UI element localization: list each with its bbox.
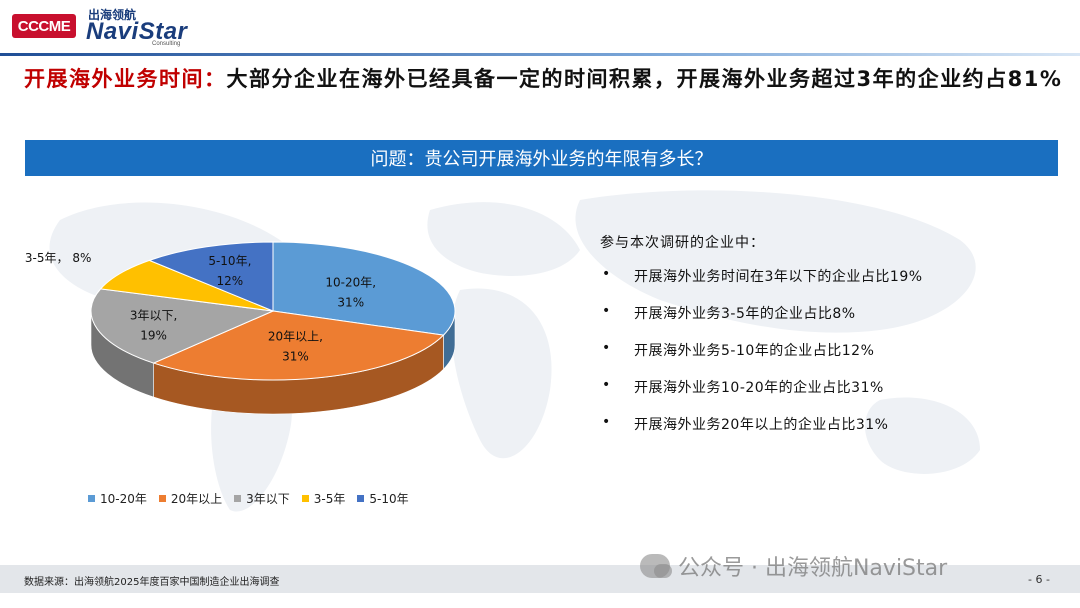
pie-label-3-5: 3-5年， 8%	[25, 251, 91, 265]
legend-item-under-3: 3年以下	[234, 490, 290, 507]
page-number: - 6 -	[1028, 573, 1050, 586]
cccme-logo: CCCME	[12, 14, 76, 38]
summary-item: 开展海外业务20年以上的企业占比31%	[600, 414, 1060, 434]
legend-item-10-20: 10-20年	[88, 490, 147, 507]
brand-name-en: NaviStar	[86, 18, 188, 45]
summary-list: 开展海外业务时间在3年以下的企业占比19% 开展海外业务3-5年的企业占比8% …	[600, 266, 1060, 434]
pie-slice-3-5	[99, 259, 274, 312]
question-banner: 问题：贵公司开展海外业务的年限有多长？	[25, 140, 1058, 176]
legend-swatch-3-5	[301, 495, 309, 502]
pie-label-10-20: 10-20年, 31%	[325, 276, 376, 310]
slide-headline: 开展海外业务时间：大部分企业在海外已经具备一定的时间积累，开展海外业务超过3年的…	[24, 64, 1064, 95]
brand-subtitle: Consulting	[152, 41, 181, 47]
summary-item: 开展海外业务3-5年的企业占比8%	[600, 303, 1060, 323]
wechat-icon	[640, 554, 672, 578]
header-divider	[0, 53, 1080, 56]
wechat-watermark: 公众号 · 出海领航NaviStar	[640, 550, 947, 582]
legend-item-3-5: 3-5年	[301, 490, 346, 507]
summary-item: 开展海外业务10-20年的企业占比31%	[600, 377, 1060, 397]
summary-item: 开展海外业务5-10年的企业占比12%	[600, 340, 1060, 360]
summary-intro: 参与本次调研的企业中：	[600, 235, 765, 251]
pie-chart: 10-20年, 31%20年以上, 31% 3年以下, 19% 3-5年， 8% 5-10年…	[25, 241, 456, 415]
summary-panel: 参与本次调研的企业中： 开展海外业务时间在3年以下的企业占比19% 开展海外业务…	[600, 232, 1060, 451]
legend-swatch-5-10	[357, 495, 365, 502]
legend-swatch-10-20	[88, 495, 95, 502]
pie-slice-10-20	[272, 241, 456, 336]
legend-label-5-10: 5-10年	[369, 492, 409, 506]
pie-label-20-plus: 20年以上, 31%	[268, 329, 323, 363]
pie-slice-20-plus	[152, 310, 445, 381]
header-bar: CCCME 出海领航 NaviStar Consulting	[0, 0, 1080, 52]
footer-bar	[0, 565, 1080, 593]
legend-swatch-20-plus	[158, 495, 166, 502]
data-source-note: 数据来源：出海领航2025年度百家中国制造企业出海调查	[24, 577, 280, 588]
brand-name-cn: 出海领航	[88, 8, 137, 22]
legend-label-3-5: 3-5年	[313, 492, 346, 506]
chart-legend: 10-20年 20年以上 3年以下 3-5年 5-10年	[88, 490, 409, 507]
headline-body: 大部分企业在海外已经具备一定的时间积累，开展海外业务超过3年的企业约占81%	[226, 67, 1063, 91]
pie-slice-5-10	[147, 241, 274, 312]
legend-item-5-10: 5-10年	[357, 490, 409, 507]
headline-highlight: 开展海外业务时间：	[24, 67, 227, 91]
legend-label-under-3: 3年以下	[246, 492, 290, 506]
watermark-text: 公众号 · 出海领航NaviStar	[678, 556, 948, 581]
pie-slice-under-3	[90, 288, 275, 364]
legend-label-20-plus: 20年以上	[170, 492, 223, 506]
legend-swatch-under-3	[234, 495, 242, 502]
summary-item: 开展海外业务时间在3年以下的企业占比19%	[600, 266, 1060, 286]
legend-label-10-20: 10-20年	[100, 492, 147, 506]
pie-label-under-3: 3年以下, 19%	[130, 308, 177, 342]
legend-item-20-plus: 20年以上	[158, 490, 223, 507]
pie-label-5-10: 5-10年, 12%	[208, 254, 251, 288]
